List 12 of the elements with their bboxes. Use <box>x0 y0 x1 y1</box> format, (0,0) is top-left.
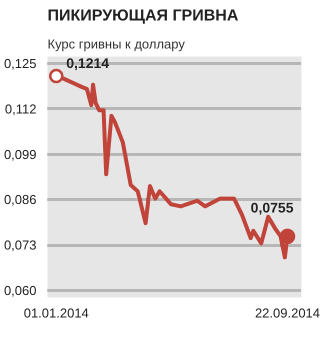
y-tick-label: 0,125 <box>4 56 37 71</box>
y-tick-label: 0,099 <box>4 146 37 162</box>
y-tick-label: 0,060 <box>4 283 37 298</box>
annotation: 0,1214 <box>66 55 110 72</box>
chart-subtitle: Курс гривны к доллару <box>48 36 186 52</box>
x-tick-label: 22.09.2014 <box>254 306 320 320</box>
x-tick-label: 01.01.2014 <box>24 306 89 320</box>
y-tick-label: 0,073 <box>4 238 37 253</box>
y-tick-label: 0,112 <box>4 101 37 116</box>
annotation: 0,0755 <box>250 199 294 216</box>
chart-title: ПИКИРУЮЩАЯ ГРИВНА <box>48 8 239 24</box>
y-tick-label: 0,086 <box>4 192 37 208</box>
